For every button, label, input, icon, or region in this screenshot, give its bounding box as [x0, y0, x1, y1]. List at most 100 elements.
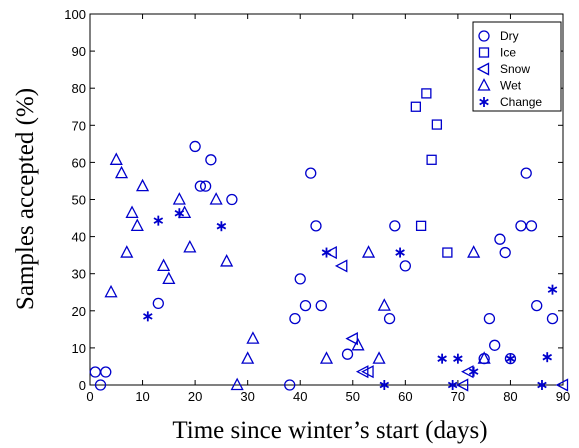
- series-ice: [410, 88, 453, 258]
- point-dry: [315, 299, 327, 312]
- point-wet: [209, 192, 223, 205]
- point-wet: [125, 205, 139, 219]
- point-dry: [483, 312, 496, 325]
- point-wet: [109, 152, 123, 165]
- point-snow: [324, 245, 337, 260]
- point-wet: [130, 218, 144, 231]
- point-wet: [246, 331, 260, 344]
- point-wet: [162, 271, 176, 285]
- x-axis-title: Time since winter’s start (days): [172, 417, 487, 444]
- point-change: [216, 221, 227, 232]
- point-wet: [157, 258, 171, 272]
- point-snow: [334, 259, 348, 273]
- point-wet: [230, 377, 244, 391]
- point-dry: [520, 167, 532, 179]
- y-tick-label: 20: [72, 304, 86, 319]
- point-change: [542, 352, 553, 363]
- point-dry: [94, 379, 107, 391]
- y-tick-label: 70: [72, 118, 86, 133]
- x-tick-label: 70: [451, 389, 465, 404]
- y-tick-label: 60: [72, 155, 86, 170]
- point-wet: [120, 245, 134, 258]
- point-dry: [489, 339, 501, 351]
- point-wet: [361, 245, 376, 258]
- point-ice: [410, 101, 421, 112]
- point-wet: [319, 351, 334, 364]
- point-ice: [426, 154, 437, 165]
- point-change: [468, 366, 479, 377]
- legend-marker-wet: [477, 78, 491, 91]
- x-tick-label: 80: [503, 389, 517, 404]
- point-dry: [305, 167, 317, 179]
- x-tick-label: 50: [346, 389, 360, 404]
- point-wet: [135, 178, 150, 192]
- point-change: [537, 380, 547, 390]
- point-wet: [104, 284, 118, 298]
- point-change: [379, 380, 390, 390]
- point-dry: [226, 193, 238, 206]
- point-dry: [100, 366, 112, 378]
- point-dry: [341, 348, 354, 360]
- legend-box: [472, 21, 562, 112]
- point-dry: [284, 379, 296, 391]
- legend-marker-ice: [478, 47, 490, 58]
- point-wet: [114, 165, 129, 179]
- point-dry: [205, 154, 217, 166]
- point-snow: [355, 365, 369, 379]
- point-change: [321, 247, 332, 258]
- point-dry: [399, 260, 411, 272]
- legend-label-wet: Wet: [500, 79, 522, 93]
- point-snow: [345, 332, 358, 346]
- x-tick-label: 30: [240, 389, 254, 404]
- legend-marker-dry: [478, 30, 490, 42]
- point-dry: [499, 246, 511, 259]
- point-change: [174, 208, 185, 219]
- legend-marker-snow: [476, 62, 490, 76]
- point-snow: [455, 378, 469, 392]
- point-wet: [220, 254, 234, 267]
- point-dry: [546, 312, 559, 325]
- legend-label-dry: Dry: [500, 29, 519, 43]
- point-ice: [431, 119, 443, 130]
- point-dry: [199, 180, 212, 192]
- series-wet: [104, 152, 491, 391]
- series-dry: [89, 140, 559, 391]
- y-tick-label: 40: [72, 230, 86, 245]
- point-dry: [294, 273, 306, 285]
- point-dry: [494, 233, 506, 245]
- point-ice: [442, 247, 453, 258]
- point-change: [505, 353, 516, 364]
- y-tick-label: 90: [72, 44, 86, 59]
- y-tick-label: 100: [64, 7, 86, 22]
- y-tick-label: 30: [72, 267, 86, 282]
- legend-label-snow: Snow: [500, 62, 530, 76]
- x-axis-ticks: 0 10 20 30 40 50 60 70 80 90: [86, 14, 570, 404]
- point-wet: [467, 245, 481, 258]
- point-wet: [183, 239, 197, 253]
- point-snow: [361, 365, 374, 379]
- y-tick-label: 10: [72, 341, 86, 356]
- point-change: [447, 380, 458, 390]
- y-axis-ticks: 0 10 20 30 40 50 60 70 80 90 100: [64, 7, 563, 393]
- point-dry: [299, 299, 312, 312]
- point-dry: [531, 299, 543, 312]
- point-dry: [383, 312, 396, 325]
- point-dry: [152, 297, 164, 310]
- x-tick-label: 90: [556, 389, 570, 404]
- legend-label-ice: Ice: [500, 46, 516, 60]
- point-dry: [289, 312, 301, 325]
- point-dry: [389, 220, 401, 232]
- point-change: [547, 284, 558, 295]
- legend-marker-change: [479, 97, 489, 107]
- point-ice: [421, 88, 432, 99]
- y-tick-label: 80: [72, 81, 86, 96]
- point-change: [153, 215, 164, 226]
- x-tick-label: 10: [135, 389, 149, 404]
- point-dry: [310, 220, 322, 232]
- y-tick-label: 0: [79, 378, 86, 393]
- y-axis-title: Samples accepted (%): [12, 88, 39, 310]
- legend-label-change: Change: [500, 95, 542, 109]
- point-wet: [241, 351, 255, 364]
- point-wet: [351, 337, 365, 351]
